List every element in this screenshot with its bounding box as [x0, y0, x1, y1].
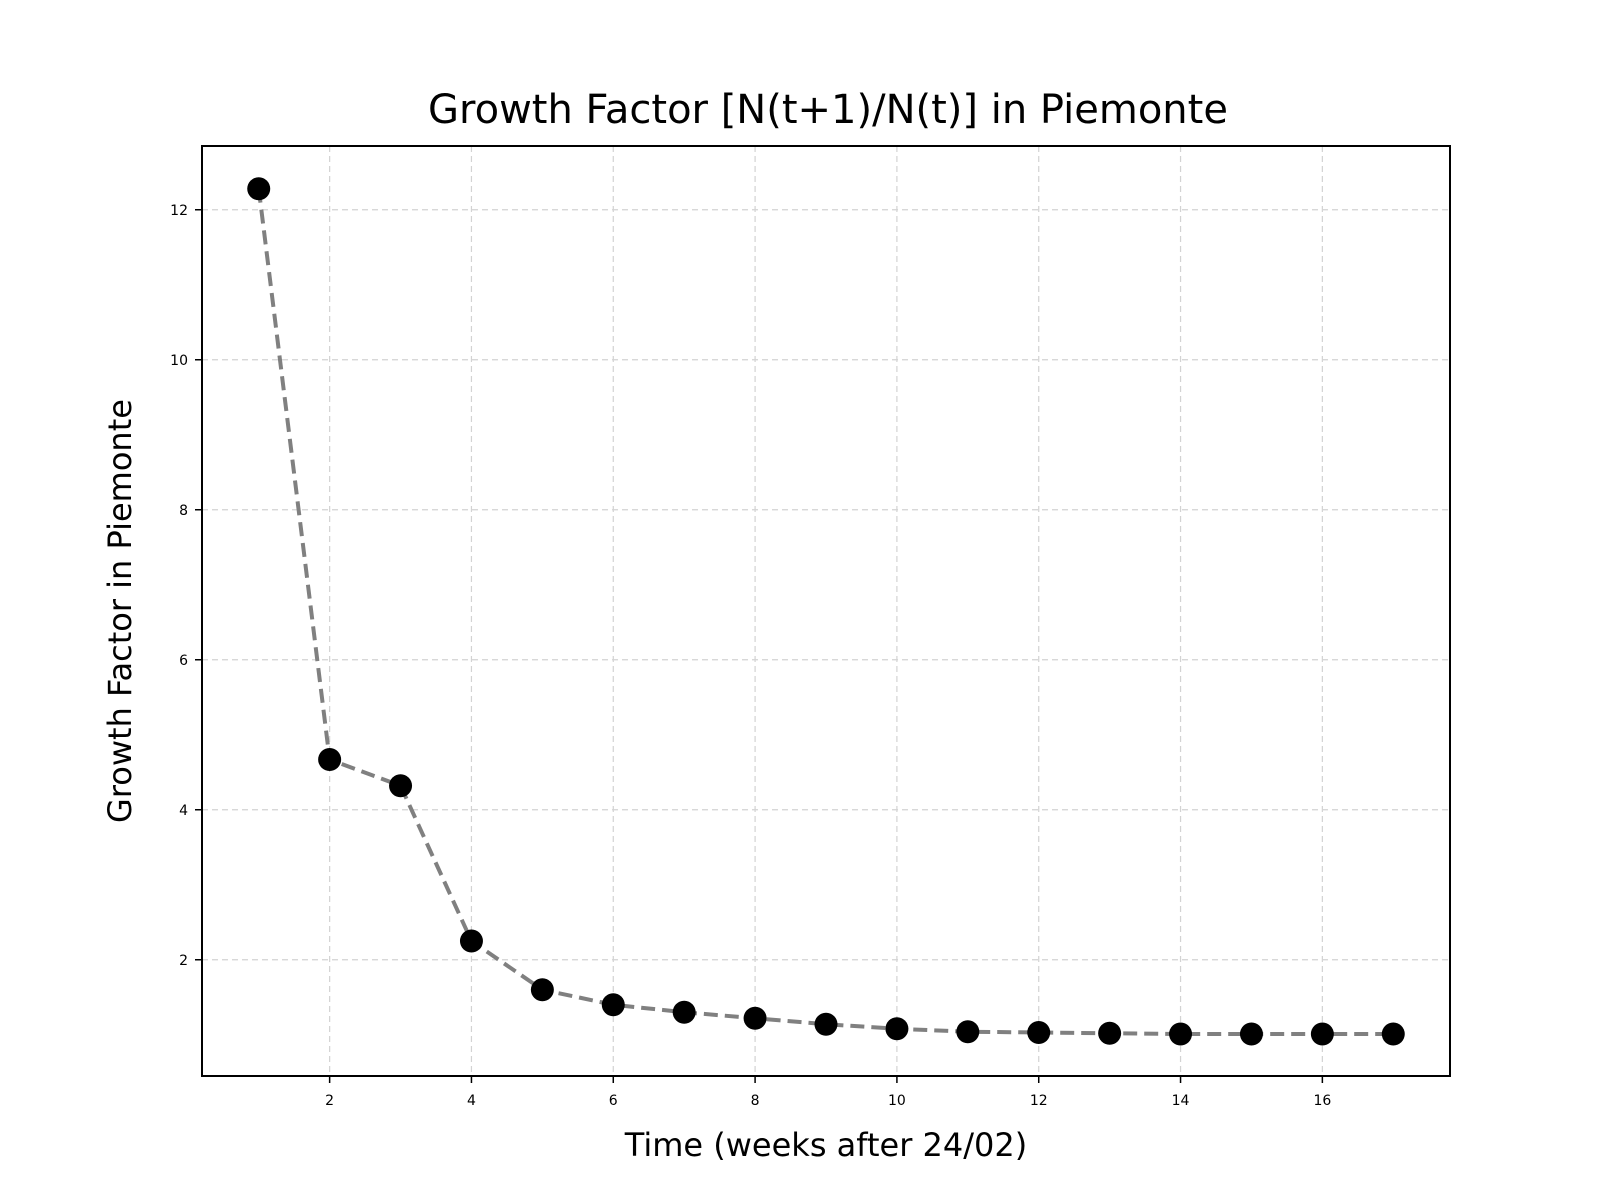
x-tick-label: 14: [1172, 1093, 1190, 1109]
x-tick-label: 8: [751, 1093, 760, 1109]
data-point: [672, 1000, 696, 1024]
y-tick-label: 4: [179, 803, 188, 819]
x-tick-label: 12: [1030, 1093, 1048, 1109]
x-tick-label: 6: [609, 1093, 618, 1109]
x-tick-label: 4: [467, 1093, 476, 1109]
data-point: [1169, 1022, 1193, 1046]
data-point: [530, 978, 554, 1002]
y-tick-label: 8: [179, 503, 188, 519]
x-tick-label: 2: [325, 1093, 334, 1109]
data-point: [389, 774, 413, 798]
data-point: [1239, 1022, 1263, 1046]
x-tick-label: 10: [888, 1093, 906, 1109]
data-point: [1381, 1022, 1405, 1046]
y-tick-label: 10: [170, 353, 188, 369]
data-point: [247, 177, 271, 201]
data-point: [814, 1012, 838, 1036]
series-line: [256, 188, 1394, 1036]
chart-title: Growth Factor [N(t+1)/N(t)] in Piemonte: [428, 87, 1228, 133]
data-point: [1310, 1022, 1334, 1046]
x-axis-label: Time (weeks after 24/02): [624, 1126, 1027, 1164]
x-tick-label: 16: [1313, 1093, 1331, 1109]
data-point: [956, 1020, 980, 1044]
plot-frame: [201, 145, 1451, 1077]
y-tick-label: 12: [170, 203, 188, 219]
y-tick-label: 6: [179, 653, 188, 669]
data-point: [318, 748, 342, 771]
grid: [202, 146, 1450, 1076]
y-tick-label: 2: [179, 953, 188, 969]
y-axis-label: Growth Factor in Piemonte: [101, 399, 139, 823]
data-point: [743, 1006, 767, 1030]
axis-ticks: 2 4 6 8 10 12 14 16 2 4 6 8 10 12: [170, 203, 1331, 1109]
data-point: [1027, 1021, 1051, 1044]
data-series: [247, 177, 1405, 1046]
data-point: [459, 929, 483, 953]
data-point: [885, 1017, 909, 1041]
data-point: [1098, 1021, 1122, 1045]
data-point: [601, 993, 625, 1017]
